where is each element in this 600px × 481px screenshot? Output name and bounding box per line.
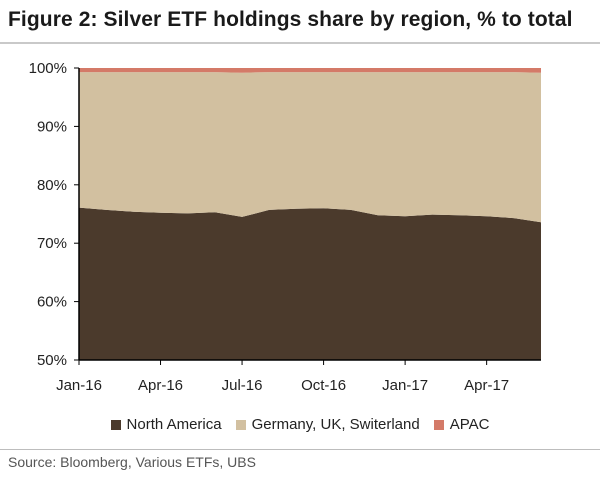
source-note: Source: Bloomberg, Various ETFs, UBS [8,454,256,470]
area-apac [79,68,541,73]
chart-title: Figure 2: Silver ETF holdings share by r… [8,8,573,31]
legend-item-apac: APAC [433,416,490,433]
legend-label-europe: Germany, UK, Switerland [251,416,420,433]
plot-areas [79,68,541,360]
y-tick-label: 70% [37,235,67,252]
area-north-america [79,207,541,360]
x-tick-label: Jul-16 [222,377,263,394]
legend-item-north-america: North America [110,416,222,433]
y-axis-ticks: 50% 60% 70% 80% 90% 100% [29,60,79,369]
legend-label-north-america: North America [126,416,222,433]
x-tick-label: Oct-16 [301,377,346,394]
legend-label-apac: APAC [449,416,490,433]
legend-swatch-north-america [110,419,121,430]
y-tick-label: 60% [37,294,67,311]
title-divider [0,42,600,44]
x-tick-label: Apr-17 [464,377,509,394]
legend: North America Germany, UK, Switerland AP… [0,416,600,433]
bottom-divider [0,449,600,450]
legend-swatch-apac [433,419,444,430]
y-tick-label: 80% [37,177,67,194]
stacked-area-chart: 50% 60% 70% 80% 90% 100% Jan-16 Apr-16 Jul-16 Oc… [29,60,541,394]
y-tick-label: 90% [37,118,67,135]
x-tick-label: Jan-17 [382,377,428,394]
x-tick-label: Apr-16 [138,377,183,394]
legend-item-europe: Germany, UK, Switerland [235,416,420,433]
axes [78,68,541,361]
y-tick-label: 100% [29,60,67,77]
y-tick-label: 50% [37,352,67,369]
x-axis-ticks: Jan-16 Apr-16 Jul-16 Oct-16 Jan-17 Apr-17 [56,360,509,394]
x-tick-label: Jan-16 [56,377,102,394]
legend-swatch-europe [235,419,246,430]
area-europe [79,72,541,223]
